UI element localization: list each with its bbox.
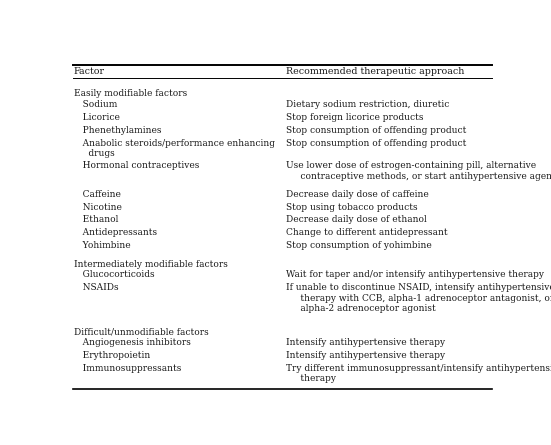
Text: Intensify antihypertensive therapy: Intensify antihypertensive therapy [286, 338, 445, 347]
Text: Ethanol: Ethanol [74, 215, 118, 224]
Text: Wait for taper and/or intensify antihypertensive therapy: Wait for taper and/or intensify antihype… [286, 270, 544, 279]
Text: Anabolic steroids/performance enhancing: Anabolic steroids/performance enhancing [74, 138, 275, 148]
Text: Licorice: Licorice [74, 113, 120, 121]
Text: Sodium: Sodium [74, 100, 117, 109]
Text: Yohimbine: Yohimbine [74, 241, 131, 251]
Text: Intensify antihypertensive therapy: Intensify antihypertensive therapy [286, 351, 445, 360]
Text: Caffeine: Caffeine [74, 190, 121, 198]
Text: Recommended therapeutic approach: Recommended therapeutic approach [286, 67, 464, 76]
Text: Change to different antidepressant: Change to different antidepressant [286, 228, 447, 238]
Text: Stop consumption of yohimbine: Stop consumption of yohimbine [286, 241, 431, 251]
Text: contraceptive methods, or start antihypertensive agent (?): contraceptive methods, or start antihype… [286, 172, 551, 181]
Text: Angiogenesis inhibitors: Angiogenesis inhibitors [74, 338, 191, 347]
Text: Stop foreign licorice products: Stop foreign licorice products [286, 113, 423, 121]
Text: Decrease daily dose of ethanol: Decrease daily dose of ethanol [286, 215, 426, 224]
Text: Try different immunosuppressant/intensify antihypertensive: Try different immunosuppressant/intensif… [286, 364, 551, 373]
Text: Stop using tobacco products: Stop using tobacco products [286, 202, 418, 211]
Text: Hormonal contraceptives: Hormonal contraceptives [74, 161, 199, 170]
Text: Intermediately modifiable factors: Intermediately modifiable factors [74, 259, 228, 268]
Text: Erythropoietin: Erythropoietin [74, 351, 150, 360]
Text: Phenethylamines: Phenethylamines [74, 125, 161, 134]
Text: alpha-2 adrenoceptor agonist: alpha-2 adrenoceptor agonist [286, 304, 435, 313]
Text: drugs: drugs [74, 149, 115, 158]
Text: NSAIDs: NSAIDs [74, 283, 118, 292]
Text: Nicotine: Nicotine [74, 202, 122, 211]
Text: Immunosuppressants: Immunosuppressants [74, 364, 181, 373]
Text: Antidepressants: Antidepressants [74, 228, 157, 238]
Text: Difficult/unmodifiable factors: Difficult/unmodifiable factors [74, 327, 209, 336]
Text: Stop consumption of offending product: Stop consumption of offending product [286, 138, 466, 148]
Text: Dietary sodium restriction, diuretic: Dietary sodium restriction, diuretic [286, 100, 449, 109]
Text: therapy with CCB, alpha-1 adrenoceptor antagonist, or: therapy with CCB, alpha-1 adrenoceptor a… [286, 294, 551, 303]
Text: Use lower dose of estrogen-containing pill, alternative: Use lower dose of estrogen-containing pi… [286, 161, 536, 170]
Text: If unable to discontinue NSAID, intensify antihypertensive: If unable to discontinue NSAID, intensif… [286, 283, 551, 292]
Text: Stop consumption of offending product: Stop consumption of offending product [286, 125, 466, 134]
Text: Factor: Factor [74, 67, 105, 76]
Text: Easily modifiable factors: Easily modifiable factors [74, 89, 187, 98]
Text: Decrease daily dose of caffeine: Decrease daily dose of caffeine [286, 190, 429, 198]
Text: Glucocorticoids: Glucocorticoids [74, 270, 155, 279]
Text: therapy: therapy [286, 374, 336, 383]
